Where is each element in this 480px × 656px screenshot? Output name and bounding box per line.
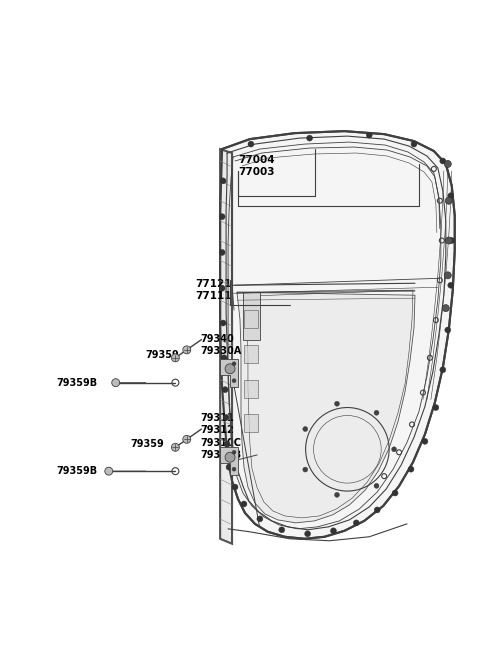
Circle shape — [433, 405, 439, 411]
Circle shape — [220, 178, 226, 184]
Circle shape — [392, 490, 398, 496]
Circle shape — [219, 249, 225, 255]
Polygon shape — [220, 131, 455, 539]
Circle shape — [232, 362, 236, 366]
Circle shape — [444, 161, 451, 167]
Circle shape — [408, 466, 414, 472]
Circle shape — [307, 135, 312, 141]
Circle shape — [183, 346, 191, 354]
Text: 79359B: 79359B — [56, 378, 97, 388]
Circle shape — [303, 426, 308, 432]
Circle shape — [219, 214, 225, 220]
Circle shape — [374, 507, 380, 513]
Circle shape — [105, 467, 113, 475]
Circle shape — [171, 354, 180, 362]
Circle shape — [445, 327, 451, 333]
Circle shape — [241, 501, 247, 507]
Text: 79359: 79359 — [145, 350, 180, 360]
Polygon shape — [244, 345, 258, 363]
Circle shape — [445, 237, 452, 244]
Circle shape — [226, 464, 232, 470]
Text: 77004
77003: 77004 77003 — [238, 155, 275, 177]
Circle shape — [335, 401, 339, 406]
Circle shape — [219, 285, 225, 291]
Polygon shape — [243, 292, 260, 340]
Circle shape — [232, 379, 236, 382]
Circle shape — [392, 447, 396, 452]
Circle shape — [232, 484, 238, 490]
Circle shape — [366, 132, 372, 138]
Circle shape — [257, 516, 263, 522]
Circle shape — [374, 483, 379, 488]
Circle shape — [112, 379, 120, 386]
Circle shape — [335, 493, 339, 497]
Circle shape — [411, 141, 417, 147]
Circle shape — [440, 158, 446, 164]
Circle shape — [448, 193, 454, 199]
Polygon shape — [220, 359, 238, 386]
Text: 77121
77111: 77121 77111 — [195, 279, 232, 301]
Circle shape — [448, 282, 454, 288]
Circle shape — [221, 355, 227, 361]
Circle shape — [279, 527, 285, 533]
Circle shape — [225, 452, 235, 462]
Circle shape — [222, 386, 228, 393]
Polygon shape — [220, 149, 232, 544]
Polygon shape — [244, 380, 258, 398]
Circle shape — [232, 450, 236, 454]
Circle shape — [224, 441, 230, 447]
Circle shape — [223, 415, 229, 420]
Circle shape — [353, 520, 360, 526]
Circle shape — [422, 438, 428, 444]
Circle shape — [444, 272, 451, 279]
Circle shape — [232, 467, 236, 471]
Circle shape — [171, 443, 180, 451]
Circle shape — [303, 467, 308, 472]
Circle shape — [248, 141, 254, 147]
Circle shape — [305, 531, 311, 537]
Polygon shape — [244, 310, 258, 328]
Circle shape — [225, 364, 235, 374]
Circle shape — [440, 367, 446, 373]
Circle shape — [374, 410, 379, 415]
Circle shape — [449, 237, 455, 243]
Circle shape — [330, 528, 336, 534]
Circle shape — [443, 304, 449, 312]
Text: 79340
79330A: 79340 79330A — [200, 334, 241, 356]
Text: 79359: 79359 — [131, 440, 164, 449]
Text: 79311
79312
79310C
79320B: 79311 79312 79310C 79320B — [200, 413, 241, 460]
Circle shape — [183, 436, 191, 443]
Polygon shape — [220, 447, 238, 475]
Text: 79359B: 79359B — [56, 466, 97, 476]
Polygon shape — [237, 292, 415, 523]
Circle shape — [445, 197, 452, 204]
Polygon shape — [244, 415, 258, 432]
Circle shape — [220, 320, 226, 326]
